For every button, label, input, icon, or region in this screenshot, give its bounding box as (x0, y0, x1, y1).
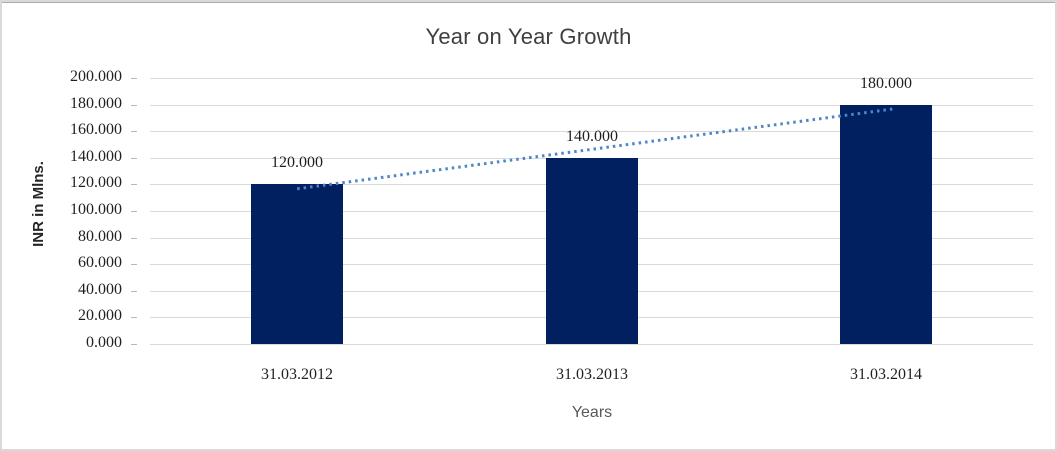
y-axis-tick (131, 158, 137, 159)
y-tick-label: 160.000 (70, 121, 122, 138)
y-axis-tick (131, 78, 137, 79)
y-tick-label: 140.000 (70, 148, 122, 165)
y-tick-label: 40.000 (78, 281, 122, 298)
y-tick-label: 100.000 (70, 201, 122, 218)
data-label: 180.000 (860, 75, 912, 92)
y-axis-tick (131, 131, 137, 132)
y-tick-label: 20.000 (78, 307, 122, 324)
y-tick-label: 60.000 (78, 254, 122, 271)
y-axis-tick (131, 238, 137, 239)
y-tick-label: 120.000 (70, 174, 122, 191)
y-axis-tick (131, 344, 137, 345)
gridline (150, 105, 1033, 106)
x-tick-label: 31.03.2013 (556, 366, 628, 383)
y-tick-label: 200.000 (70, 68, 122, 85)
y-axis-tick (131, 264, 137, 265)
y-axis-tick (131, 105, 137, 106)
bar-31.03.2014[interactable] (840, 105, 932, 344)
x-tick-label: 31.03.2012 (261, 366, 333, 383)
y-tick-label: 180.000 (70, 95, 122, 112)
gridline (150, 131, 1033, 132)
y-axis-tick (131, 184, 137, 185)
y-tick-label: 80.000 (78, 228, 122, 245)
y-axis-tick (131, 291, 137, 292)
gridline (150, 78, 1033, 79)
data-label: 120.000 (271, 154, 323, 171)
trendline-path[interactable] (296, 107, 894, 191)
bar-31.03.2012[interactable] (251, 184, 343, 344)
trendline[interactable] (150, 78, 1033, 344)
y-tick-label: 0.000 (86, 334, 122, 351)
x-axis-title: Years (571, 404, 613, 421)
gridline (150, 344, 1033, 345)
x-tick-label: 31.03.2014 (850, 366, 922, 383)
chart-title: Year on Year Growth (425, 24, 632, 49)
bar-31.03.2013[interactable] (546, 158, 638, 344)
y-axis-tick (131, 211, 137, 212)
data-label: 140.000 (566, 128, 618, 145)
y-axis-tick (131, 317, 137, 318)
